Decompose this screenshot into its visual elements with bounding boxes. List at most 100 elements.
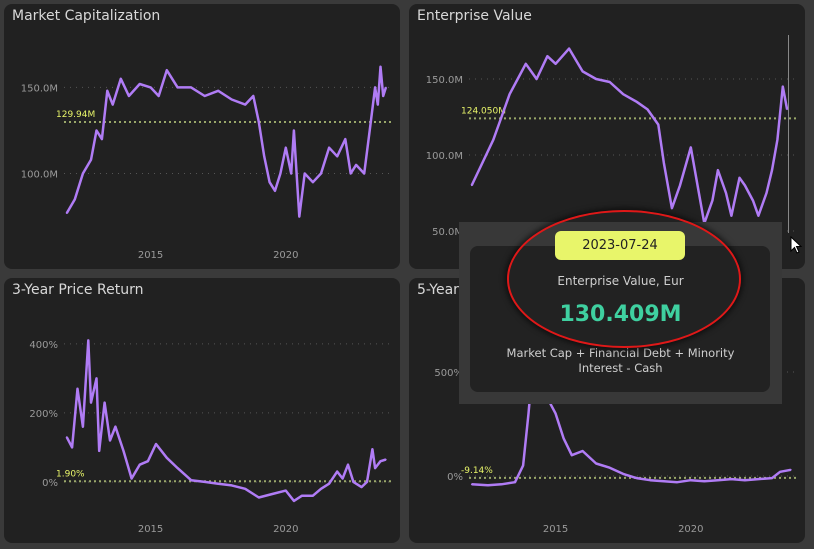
data-point — [130, 477, 133, 480]
data-point — [730, 214, 733, 217]
data-point — [244, 103, 247, 106]
data-point — [320, 488, 322, 490]
data-point — [290, 172, 293, 175]
data-point — [554, 412, 557, 415]
data-point — [95, 377, 98, 380]
data-point — [581, 70, 584, 73]
data-point — [98, 450, 100, 452]
data-point — [514, 481, 516, 484]
data-point — [657, 123, 660, 126]
y-tick-label: 50.0M — [432, 227, 463, 238]
data-point — [622, 93, 624, 95]
data-point — [649, 479, 652, 481]
data-point — [690, 146, 692, 149]
data-point — [379, 460, 382, 463]
data-point — [293, 500, 295, 502]
data-point — [298, 215, 301, 218]
data-point — [776, 138, 779, 141]
data-point — [568, 47, 570, 50]
data-point — [366, 481, 368, 483]
data-point — [385, 86, 387, 89]
data-point — [341, 477, 344, 480]
data-point — [676, 481, 679, 484]
data-point — [336, 470, 338, 473]
data-point — [155, 443, 157, 445]
data-point — [90, 401, 92, 404]
data-point — [608, 466, 611, 469]
data-point — [360, 486, 363, 488]
data-point — [781, 85, 784, 88]
data-point — [328, 482, 330, 485]
data-point — [379, 65, 382, 68]
data-point — [570, 454, 573, 457]
x-tick-label: 2020 — [273, 250, 298, 261]
data-point — [562, 437, 565, 440]
data-point — [301, 494, 303, 497]
data-point — [635, 477, 638, 479]
chart-title: Enterprise Value — [417, 8, 532, 24]
data-point — [149, 86, 152, 89]
data-point — [744, 479, 746, 481]
data-point — [522, 464, 524, 467]
y-tick-label: 200% — [29, 409, 58, 420]
data-point — [382, 95, 384, 97]
data-point — [779, 471, 781, 473]
data-point — [109, 439, 111, 442]
data-point — [679, 184, 681, 187]
reference-label: 1.90% — [56, 469, 85, 479]
data-point — [165, 69, 168, 71]
data-point — [349, 172, 352, 175]
data-point — [671, 207, 673, 209]
data-point — [527, 412, 530, 415]
data-point — [320, 172, 322, 175]
data-point — [263, 155, 265, 158]
data-point — [106, 90, 109, 92]
data-point — [203, 95, 206, 97]
data-point — [244, 488, 247, 490]
series-line — [471, 308, 792, 487]
y-tick-label: 0% — [42, 478, 58, 489]
data-point — [730, 478, 733, 480]
data-point — [525, 62, 527, 65]
x-tick-label: 2015 — [138, 250, 163, 261]
data-point — [217, 90, 219, 92]
market-cap-chart[interactable]: 100.0M 150.0M 2015 2020 129.94M — [4, 4, 400, 269]
data-point — [535, 78, 538, 80]
data-point — [355, 164, 357, 166]
data-point — [230, 484, 233, 487]
data-point — [608, 81, 611, 83]
3y-return-chart[interactable]: 0% 200% 400% 2015 2020 1.90% — [4, 278, 400, 543]
data-point — [65, 212, 68, 214]
data-point — [336, 155, 338, 158]
data-point — [138, 463, 141, 466]
data-point — [252, 95, 255, 97]
x-tick-label: 2020 — [273, 524, 298, 535]
data-point — [635, 100, 638, 103]
data-point — [690, 479, 692, 481]
y-tick-label: 150.0M — [426, 75, 463, 86]
data-point — [698, 192, 700, 194]
data-point — [257, 121, 260, 123]
data-point — [279, 172, 282, 175]
data-point — [508, 93, 511, 95]
data-point — [771, 169, 773, 171]
series-line — [470, 47, 789, 225]
data-point — [662, 161, 665, 164]
data-point — [368, 129, 371, 132]
data-point — [385, 458, 387, 461]
data-point — [285, 489, 287, 492]
data-point — [303, 172, 306, 175]
data-point — [217, 482, 219, 485]
data-point — [352, 481, 355, 483]
data-point — [95, 129, 98, 132]
data-point — [111, 103, 114, 106]
data-point — [138, 83, 141, 85]
data-point — [128, 95, 130, 97]
data-point — [87, 339, 90, 342]
data-point — [546, 55, 549, 57]
data-point — [595, 78, 597, 80]
data-point — [363, 172, 366, 175]
data-point — [554, 62, 557, 65]
data-point — [114, 425, 117, 428]
cursor-icon — [790, 236, 803, 254]
